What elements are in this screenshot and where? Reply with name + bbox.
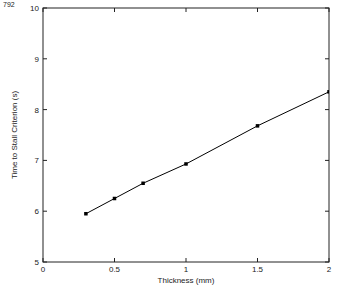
x-tick-top [329,8,330,12]
x-tick-top [43,8,44,12]
x-tick-top [114,8,115,12]
series [84,90,329,215]
x-tick-label: 1.5 [252,265,264,274]
y-tick-label: 9 [35,55,40,64]
x-tick [329,258,330,262]
y-tick-label: 10 [30,4,39,13]
point [184,162,188,166]
x-tick [186,258,187,262]
x-tick-label: 0 [41,265,46,274]
annotation: 792 [3,1,15,8]
y-tick-label: 6 [35,207,40,216]
x-tick [257,258,258,262]
y-tick [43,211,47,212]
y-tick [43,8,47,9]
y-tick-right [325,58,329,59]
y-tick-label: 7 [35,156,40,165]
y-tick-right [325,211,329,212]
x-tick-label: 0.5 [109,265,121,274]
point [84,212,88,216]
chart: 792 0 0.5 1 1.5 2 5 6 7 8 9 10 Thickness (mm) Time to… [0,0,356,287]
x-tick [114,258,115,262]
x-axis-label: Thickness (mm) [158,276,215,285]
y-tick-right [325,160,329,161]
point [327,90,329,94]
y-tick [43,58,47,59]
y-axis-label: Time to Stall Criterion (s) [10,91,19,180]
y-tick-right [325,8,329,9]
point [141,182,145,186]
y-tick-label: 5 [35,258,40,267]
plot-frame [43,8,329,262]
series-line [86,92,329,214]
y-tick-right [325,262,329,263]
y-tick [43,160,47,161]
y-tick-label: 8 [35,106,40,115]
point [256,124,260,128]
y-tick [43,109,47,110]
point [113,197,117,201]
y-tick-right [325,109,329,110]
x-tick-label: 1 [184,265,189,274]
x-tick-top [257,8,258,12]
x-tick-top [186,8,187,12]
x-tick-label: 2 [327,265,332,274]
y-tick [43,262,47,263]
x-tick [43,258,44,262]
